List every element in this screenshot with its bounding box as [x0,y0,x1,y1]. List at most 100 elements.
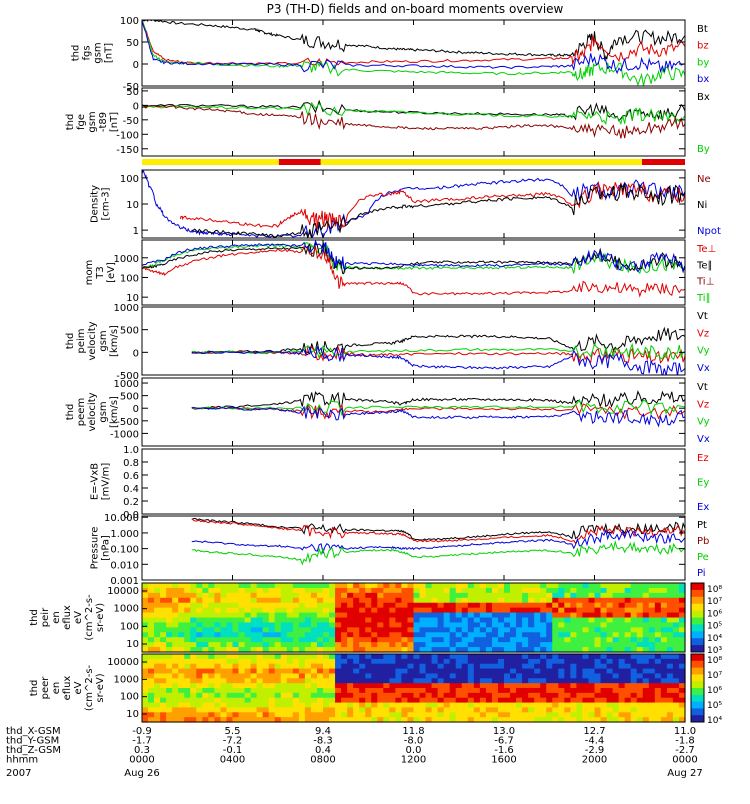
spectrogram-cell [473,642,481,648]
spectrogram-cell [419,627,427,633]
spectrogram-cell [178,602,185,609]
spectrogram-cell [365,632,372,638]
spectrogram-cell [479,642,487,648]
spectrogram-cell [208,673,215,679]
spectrogram-cell [636,587,644,594]
spectrogram-cell [558,697,565,704]
panel-series-mom [142,240,685,298]
spectrogram-cell [413,587,421,594]
spectrogram-cell [383,712,390,718]
spectrogram-cell [383,602,390,609]
spectrogram-cell [401,707,409,713]
spectrogram-cell [413,602,421,609]
spectrogram-cell [292,597,300,604]
spectrogram-cell [648,602,656,609]
spectrogram-cell [298,692,306,699]
spectrogram-cell [534,597,541,604]
spectrogram-cell [286,592,294,599]
spectrogram-cell [214,673,222,679]
spectrogram-cell [552,712,559,718]
spectrogram-cell [522,692,529,699]
spectrogram-cell [449,587,457,594]
spectrogram-cell [359,658,366,665]
spectrogram-cell [166,617,173,624]
spectrogram-cell [618,683,626,689]
spectrogram-cell [286,688,294,694]
spectrogram-cell [473,673,481,679]
spectrogram-cell [540,663,547,670]
spectrogram-cell [262,617,270,624]
spectrogram-cell [268,607,276,614]
spectrogram-cell [570,683,577,689]
spectrogram-cell [449,683,457,689]
spectrogram-cell [190,688,197,694]
spectrogram-cell [238,617,246,624]
spectrogram-cell [172,647,179,653]
spectrogram-cell [220,597,228,604]
spectrogram-cell [166,612,173,619]
spectrogram-cell [600,642,608,648]
spectrogram-cell [142,617,149,624]
spectrogram-cell [510,692,517,699]
spectrogram-cell [262,647,270,653]
spectrogram-cell [473,622,481,628]
colorbar-step [691,610,704,615]
spectrogram-cell [389,587,396,594]
spectrogram-cell [516,688,523,694]
spectrogram-cell [600,712,608,718]
spectrogram-cell [172,632,179,638]
panel-ylabel: thdpeerenefluxeV(cm^2-s-sr-eV) [29,664,106,711]
spectrogram-cell [244,683,252,689]
spectrogram-cell [437,632,445,638]
spectrogram-cell [437,688,445,694]
spectrogram-cell [347,717,354,723]
spectrogram-cell [172,673,179,679]
spectrogram-cell [654,673,662,679]
spectrogram-cell [262,637,270,643]
spectrogram-cell [642,658,650,665]
spectrogram-cell [383,587,390,594]
spectrogram-cell [576,597,584,604]
spectrogram-cell [600,683,608,689]
spectrogram-cell [449,592,457,599]
spectrogram-cell [214,607,222,614]
spectrogram-cell [395,583,403,589]
spectrogram-cell [184,688,191,694]
spectrogram-cell [196,587,203,594]
y-tick-label: 1000 [114,674,139,685]
spectrogram-cell [612,617,620,624]
spectrogram-cell [473,688,481,694]
spectrogram-cell [552,632,559,638]
spectrogram-cell [552,692,559,699]
spectrogram-cell [413,673,421,679]
spectrogram-cell [425,627,433,633]
spectrogram-cell [208,712,215,718]
spectrogram-cell [654,612,662,619]
spectrogram-cell [359,642,366,648]
spectrogram-cell [190,637,197,643]
spectrogram-cell [449,668,457,675]
spectrogram-cell [256,583,264,589]
spectrogram-cell [238,587,246,594]
spectrogram-cell [323,637,330,643]
spectrogram-cell [280,654,288,660]
spectrogram-cell [594,627,602,633]
spectrogram-cell [353,673,360,679]
spectrogram-cell [407,663,415,670]
spectrogram-cell [570,612,577,619]
spectrogram-cell [437,707,445,713]
panel-frame [141,582,686,653]
spectrogram-cell [588,637,596,643]
y-tick-label: 0 [133,101,139,112]
series-line-Ne [180,181,685,229]
spectrogram-cell [437,654,445,660]
spectrogram-cell [323,707,330,713]
spectrogram-cell [160,678,167,684]
spectrogram-cell [546,612,553,619]
spectrogram-cell [497,592,505,599]
spectrogram-cell [485,583,493,589]
spectrogram-cell [455,602,463,609]
spectrogram-cell [479,668,487,675]
spectrogram-cell [624,587,632,594]
spectrogram-cell [208,702,215,709]
